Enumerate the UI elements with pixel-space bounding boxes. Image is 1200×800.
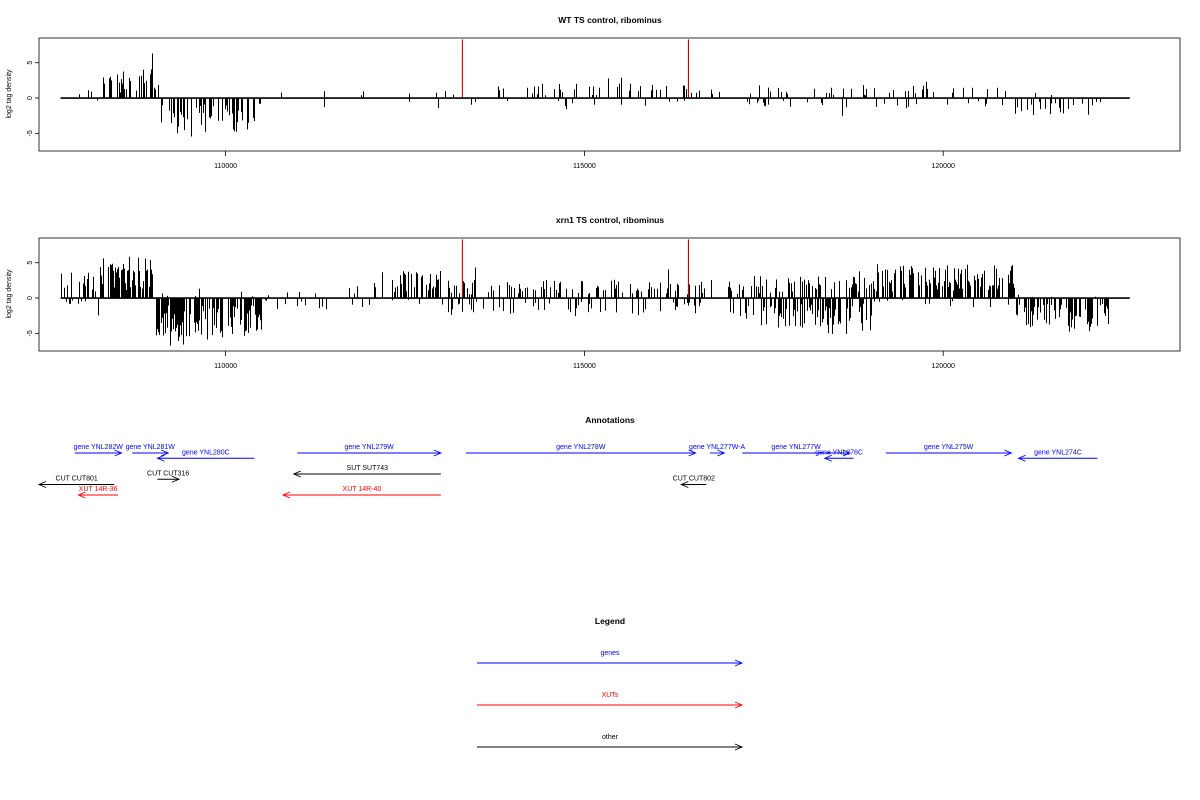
annotation-arrow: gene YNL282W xyxy=(74,444,124,457)
annotation-label: gene YNL277W-A xyxy=(689,444,745,451)
annotation-label: gene YNL280C xyxy=(182,449,230,456)
legend-label: XUTs xyxy=(602,692,619,699)
signal-bars xyxy=(79,53,1101,137)
track-wt-ylabel: log2 tag density xyxy=(6,69,13,119)
annotation-label: CUT CUT802 xyxy=(673,476,715,483)
annotation-arrow: CUT CUT316 xyxy=(147,470,189,483)
track-xrn1-frame xyxy=(38,237,1181,352)
annotation-arrow: gene YNL277W xyxy=(742,444,852,457)
track-wt-x-axis: 110000 115000 120000 xyxy=(214,151,955,170)
annotations-title: Annotations xyxy=(585,415,635,425)
x-tick-label: 120000 xyxy=(932,163,955,170)
annotation-label: gene YNL274C xyxy=(1034,449,1082,456)
y-tick-label: 0 xyxy=(27,296,34,300)
annotation-label: gene YNL281W xyxy=(126,444,176,451)
annotation-label: CUT CUT316 xyxy=(147,470,189,477)
track-xrn1-markers xyxy=(461,239,689,299)
annotation-arrow: gene YNL278W xyxy=(465,444,697,457)
y-tick-label: -5 xyxy=(27,330,34,336)
track-wt-signal xyxy=(79,53,1101,137)
annotation-label: gene YNL276C xyxy=(815,449,863,456)
annotations: Annotations gene YNL282W gene YNL281Wgene… xyxy=(37,415,1098,499)
annotation-arrow: gene YNL280C xyxy=(156,449,255,462)
annotation-arrow: gene YNL277W-A xyxy=(689,444,746,457)
annotation-label: gene YNL277W xyxy=(771,444,821,451)
annotation-arrow: gene YNL274C xyxy=(1017,449,1098,462)
legend-item: other xyxy=(477,734,744,751)
track-xrn1: xrn1 TS control, ribominus log2 tag dens… xyxy=(6,215,1181,370)
track-xrn1-title: xrn1 TS control, ribominus xyxy=(556,215,664,225)
x-tick-label: 110000 xyxy=(214,163,237,170)
x-tick-label: 115000 xyxy=(573,163,596,170)
x-tick-label: 110000 xyxy=(214,363,237,370)
y-tick-label: 5 xyxy=(27,61,34,65)
annotation-label: XUT 14R-36 xyxy=(79,486,118,493)
track-wt: WT TS control, ribominus log2 tag densit… xyxy=(6,15,1181,170)
annotation-arrow: XUT 14R-40 xyxy=(281,486,441,499)
annotation-arrow: SUT SUT743 xyxy=(292,465,441,478)
annotation-label: SUT SUT743 xyxy=(347,465,389,472)
track-xrn1-signal xyxy=(61,256,1109,346)
y-tick-label: -5 xyxy=(27,130,34,136)
signal-bars xyxy=(61,256,1109,346)
annotation-label: XUT 14R-40 xyxy=(343,486,382,493)
annotation-arrow: gene YNL276C xyxy=(815,449,863,462)
annotation-arrow: gene YNL279W xyxy=(297,444,443,457)
track-wt-title: WT TS control, ribominus xyxy=(558,15,662,25)
legend-label: genes xyxy=(600,650,620,657)
annotation-label: gene YNL275W xyxy=(924,444,974,451)
y-tick-label: 0 xyxy=(27,96,34,100)
annotation-label: CUT CUT801 xyxy=(56,476,98,483)
track-xrn1-ylabel: log2 tag density xyxy=(6,269,13,319)
annotation-label: gene YNL282W xyxy=(74,444,124,451)
annotation-arrow: gene YNL275W xyxy=(885,444,1013,457)
track-wt-frame xyxy=(38,37,1181,152)
annotation-label: gene YNL279W xyxy=(344,444,394,451)
legend-item: genes xyxy=(477,650,744,667)
x-tick-label: 120000 xyxy=(932,363,955,370)
legend-title: Legend xyxy=(595,616,625,626)
track-xrn1-x-axis: 110000 115000 120000 xyxy=(214,351,955,370)
annotation-arrow: CUT CUT802 xyxy=(673,476,715,488)
legend-label: other xyxy=(602,734,619,741)
y-tick-label: 5 xyxy=(27,261,34,265)
track-xrn1-y-axis: -5 0 5 xyxy=(27,261,39,336)
track-wt-markers xyxy=(461,39,689,99)
track-wt-y-axis: -5 0 5 xyxy=(27,61,39,136)
annotation-arrow: XUT 14R-36 xyxy=(77,486,118,499)
legend-item: XUTs xyxy=(477,692,744,709)
annotation-label: gene YNL278W xyxy=(556,444,606,451)
legend-items: genes XUTs other xyxy=(477,650,744,751)
legend: Legend genes XUTs other xyxy=(477,616,744,751)
annotation-arrow: gene YNL281W xyxy=(126,444,176,457)
annotation-arrow: CUT CUT801 xyxy=(37,476,115,488)
x-tick-label: 115000 xyxy=(573,363,596,370)
annotation-features: gene YNL282W gene YNL281W gene YNL280C gene… xyxy=(37,444,1098,499)
